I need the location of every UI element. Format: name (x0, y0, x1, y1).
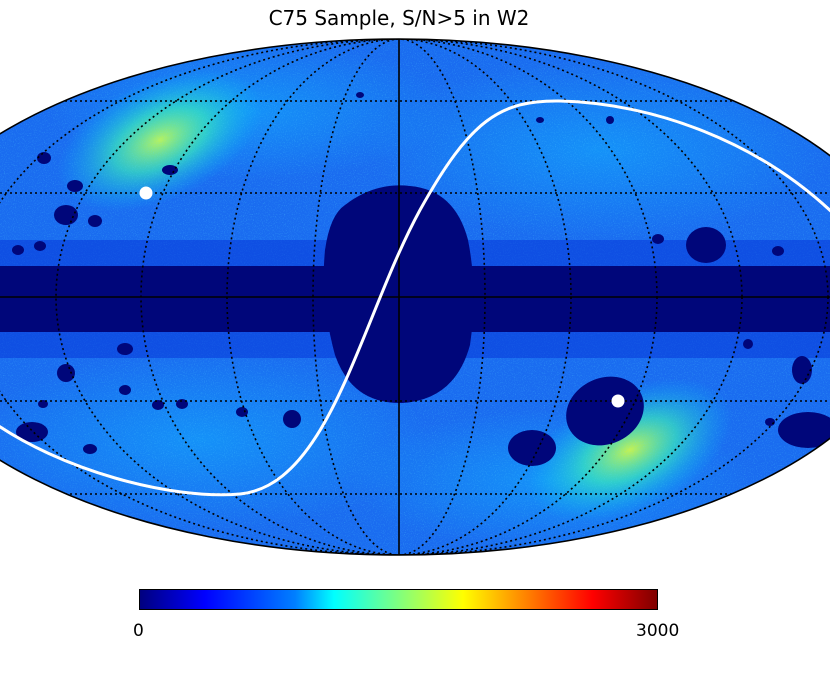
dark-patch (686, 227, 726, 263)
masked-hole (356, 92, 364, 98)
colorbar-min-label: 0 (133, 621, 144, 641)
masked-hole (765, 418, 775, 426)
dark-patch (778, 412, 830, 448)
masked-holes (12, 92, 812, 454)
colorbar (139, 589, 658, 610)
masked-hole (67, 180, 83, 192)
masked-hole (37, 152, 51, 164)
masked-hole (88, 215, 102, 227)
masked-hole (283, 410, 301, 428)
masked-hole (606, 116, 614, 124)
masked-hole (16, 422, 48, 442)
ecliptic-line (0, 99, 830, 497)
south-ecliptic-pole-marker (611, 394, 625, 408)
masked-hole (117, 343, 133, 355)
lmc-mask (566, 376, 644, 446)
masked-hole (57, 364, 75, 382)
masked-hole (792, 356, 812, 384)
masked-hole (162, 165, 178, 175)
north-ecliptic-pole-marker (139, 186, 153, 200)
colorbar-max-label: 3000 (636, 621, 680, 641)
masked-hole (34, 241, 46, 251)
masked-hole (236, 407, 248, 417)
map-body (0, 39, 830, 555)
masked-hole (152, 400, 164, 410)
masked-hole (536, 117, 544, 123)
masked-hole (119, 385, 131, 395)
masked-hole (38, 400, 48, 408)
smc-mask (508, 430, 556, 466)
masked-hole (83, 444, 97, 454)
map-title: C75 Sample, S/N>5 in W2 (268, 6, 530, 30)
masked-hole (12, 245, 24, 255)
masked-hole (652, 234, 664, 244)
masked-hole (54, 205, 78, 225)
masked-hole (772, 246, 784, 256)
masked-hole (743, 339, 753, 349)
map-boundary (0, 38, 830, 556)
